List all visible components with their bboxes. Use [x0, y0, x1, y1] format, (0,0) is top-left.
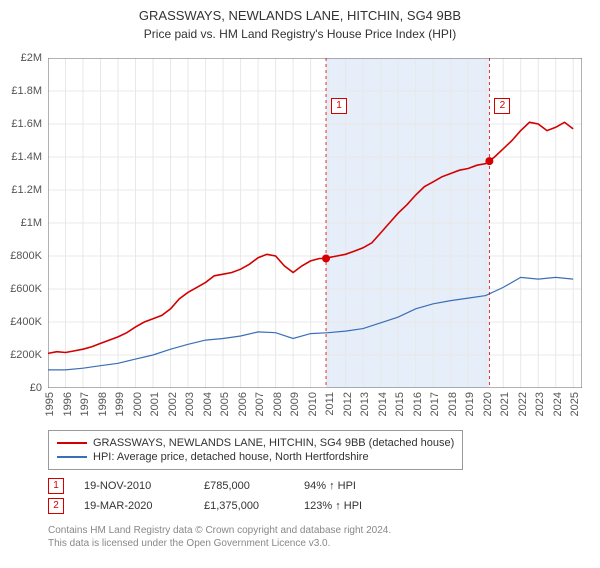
y-tick-label: £1.2M: [0, 184, 42, 196]
y-tick-label: £400K: [0, 316, 42, 328]
x-tick-label: 2007: [254, 392, 266, 416]
sale-marker-icon: 2: [48, 498, 64, 514]
chart-container: GRASSWAYS, NEWLANDS LANE, HITCHIN, SG4 9…: [0, 8, 600, 568]
x-tick-label: 2003: [184, 392, 196, 416]
footer-attribution: Contains HM Land Registry data © Crown c…: [48, 524, 391, 550]
x-tick-label: 2006: [237, 392, 249, 416]
x-tick-label: 2004: [202, 392, 214, 416]
x-tick-label: 2022: [517, 392, 529, 416]
x-tick-label: 2017: [429, 392, 441, 416]
x-tick-label: 2023: [534, 392, 546, 416]
x-tick-label: 2016: [412, 392, 424, 416]
x-tick-label: 2025: [569, 392, 581, 416]
chart-area: £0£200K£400K£600K£800K£1M£1.2M£1.4M£1.6M…: [48, 58, 582, 388]
sale-row: 2 19-MAR-2020 £1,375,000 123% ↑ HPI: [48, 498, 404, 514]
x-tick-label: 2018: [447, 392, 459, 416]
x-tick-label: 2019: [464, 392, 476, 416]
x-tick-label: 2020: [482, 392, 494, 416]
x-tick-label: 2011: [324, 392, 336, 416]
legend-swatch: [57, 442, 87, 444]
legend-row: GRASSWAYS, NEWLANDS LANE, HITCHIN, SG4 9…: [57, 437, 454, 449]
sale-pct: 123% ↑ HPI: [304, 500, 404, 512]
x-tick-label: 1998: [97, 392, 109, 416]
sale-marker-2: 2: [494, 98, 510, 114]
sale-date: 19-NOV-2010: [84, 480, 184, 492]
sale-marker-icon: 1: [48, 478, 64, 494]
y-tick-label: £1.4M: [0, 151, 42, 163]
y-tick-label: £600K: [0, 283, 42, 295]
x-tick-label: 2001: [149, 392, 161, 416]
y-tick-label: £800K: [0, 250, 42, 262]
x-tick-label: 1995: [44, 392, 56, 416]
x-tick-label: 2021: [499, 392, 511, 416]
legend-label: HPI: Average price, detached house, Nort…: [93, 451, 369, 463]
x-tick-label: 2024: [552, 392, 564, 416]
sale-row: 1 19-NOV-2010 £785,000 94% ↑ HPI: [48, 478, 404, 494]
x-tick-label: 2005: [219, 392, 231, 416]
x-tick-label: 2010: [307, 392, 319, 416]
footer-line-2: This data is licensed under the Open Gov…: [48, 537, 391, 550]
legend-swatch: [57, 456, 87, 458]
legend-row: HPI: Average price, detached house, Nort…: [57, 451, 454, 463]
sale-marker-1: 1: [331, 98, 347, 114]
x-tick-label: 1996: [62, 392, 74, 416]
x-tick-label: 2012: [342, 392, 354, 416]
legend-label: GRASSWAYS, NEWLANDS LANE, HITCHIN, SG4 9…: [93, 437, 454, 449]
x-tick-label: 1999: [114, 392, 126, 416]
x-tick-label: 2014: [377, 392, 389, 416]
y-tick-label: £1.8M: [0, 85, 42, 97]
x-tick-label: 2009: [289, 392, 301, 416]
chart-subtitle: Price paid vs. HM Land Registry's House …: [0, 27, 600, 41]
y-tick-label: £2M: [0, 52, 42, 64]
sale-price: £785,000: [204, 480, 284, 492]
y-tick-label: £200K: [0, 349, 42, 361]
y-tick-label: £1.6M: [0, 118, 42, 130]
x-tick-label: 2013: [359, 392, 371, 416]
sales-table: 1 19-NOV-2010 £785,000 94% ↑ HPI 2 19-MAR-202…: [48, 474, 404, 518]
x-tick-label: 2015: [394, 392, 406, 416]
sale-price: £1,375,000: [204, 500, 284, 512]
sale-date: 19-MAR-2020: [84, 500, 184, 512]
x-tick-label: 2000: [132, 392, 144, 416]
footer-line-1: Contains HM Land Registry data © Crown c…: [48, 524, 391, 537]
x-tick-label: 2008: [272, 392, 284, 416]
x-tick-label: 1997: [79, 392, 91, 416]
legend: GRASSWAYS, NEWLANDS LANE, HITCHIN, SG4 9…: [48, 430, 463, 470]
y-tick-label: £0: [0, 382, 42, 394]
y-tick-label: £1M: [0, 217, 42, 229]
x-tick-label: 2002: [167, 392, 179, 416]
sale-pct: 94% ↑ HPI: [304, 480, 404, 492]
chart-title: GRASSWAYS, NEWLANDS LANE, HITCHIN, SG4 9…: [0, 8, 600, 25]
